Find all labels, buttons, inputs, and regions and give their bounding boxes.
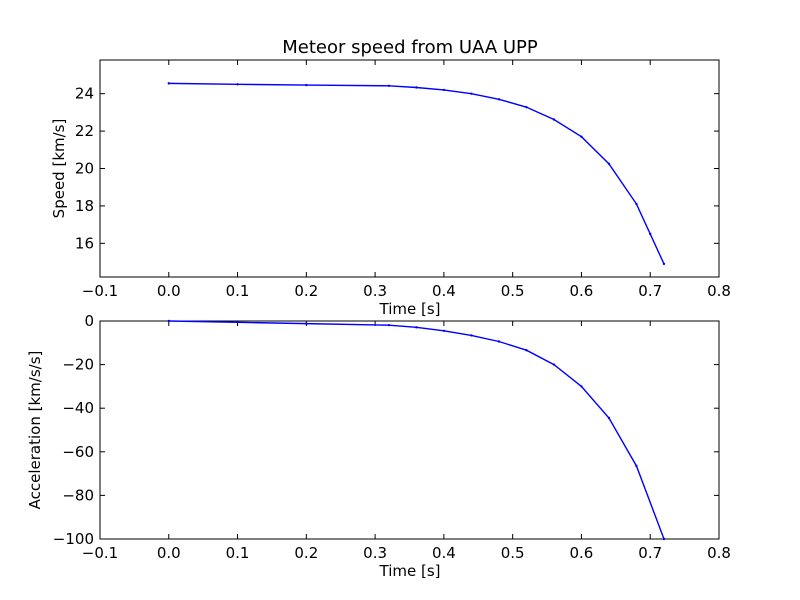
acceleration-x-tick-labels: −0.1 0.0 0.1 0.2 0.3 0.4 0.5 0.6 0.7 0.8 [82, 544, 731, 562]
acceleration-data-point [662, 537, 666, 541]
acceleration-y-tick-label: 0 [84, 312, 94, 330]
speed-x-tick-label: 0.6 [570, 282, 594, 300]
acceleration-data-point [442, 329, 446, 333]
acceleration-data-point [552, 363, 556, 366]
speed-data-point [236, 83, 239, 86]
speed-data-point [387, 84, 391, 88]
acceleration-series-points [167, 319, 666, 541]
acceleration-y-axis-label: Acceleration [km/s/s] [26, 351, 44, 510]
speed-y-tick-label: 20 [75, 160, 94, 178]
acceleration-data-point [497, 340, 501, 343]
acceleration-data-point [305, 322, 308, 325]
speed-x-tick-labels: −0.1 0.0 0.1 0.2 0.3 0.4 0.5 0.6 0.7 0.8 [82, 282, 731, 300]
speed-data-point [552, 118, 556, 121]
speed-x-tick-label: 0.3 [363, 282, 387, 300]
acceleration-x-tick-label: 0.8 [707, 544, 731, 562]
acceleration-data-point [607, 416, 611, 420]
acceleration-subplot: −0.1 0.0 0.1 0.2 0.3 0.4 0.5 0.6 0.7 0.8 −100−80−… [26, 312, 731, 580]
speed-data-point [167, 82, 170, 85]
speed-x-tick-label: 0.5 [501, 282, 525, 300]
speed-x-tick-label: 0.7 [638, 282, 662, 300]
acceleration-x-tick-label: 0.2 [294, 544, 318, 562]
acceleration-data-point [387, 323, 391, 327]
acceleration-data-point [525, 349, 528, 352]
acceleration-x-tick-label: 0.7 [638, 544, 662, 562]
acceleration-x-tick-label: −0.1 [82, 544, 118, 562]
speed-y-axis-label: Speed [km/s] [50, 119, 68, 219]
speed-data-point [497, 98, 501, 101]
speed-data-point [442, 88, 446, 92]
acceleration-plot-area [99, 320, 720, 540]
acceleration-data-point [167, 319, 170, 323]
acceleration-x-tick-label: 0.5 [501, 544, 525, 562]
speed-data-point [607, 162, 611, 166]
speed-y-tick-labels: 16 18 20 22 24 [75, 85, 94, 253]
speed-data-point [649, 232, 652, 236]
speed-y-tick-label: 22 [75, 122, 94, 140]
speed-data-point [525, 105, 528, 109]
acceleration-y-tick-label: −40 [62, 399, 94, 417]
speed-data-point [580, 135, 583, 138]
speed-data-point [415, 86, 418, 89]
acceleration-ticks [99, 320, 720, 540]
acceleration-data-point [635, 464, 638, 468]
acceleration-y-tick-label: −20 [62, 356, 94, 374]
speed-x-tick-label: 0.8 [707, 282, 731, 300]
speed-y-tick-label: 18 [75, 197, 94, 215]
speed-data-point [305, 83, 308, 87]
speed-x-tick-label: −0.1 [82, 282, 118, 300]
speed-plot-area [99, 59, 720, 278]
speed-data-point [635, 202, 638, 206]
acceleration-y-tick-label: −80 [62, 486, 94, 504]
speed-y-tick-label: 24 [75, 85, 94, 103]
acceleration-data-point [580, 385, 583, 388]
speed-x-tick-label: 0.0 [157, 282, 181, 300]
speed-x-tick-label: 0.4 [432, 282, 456, 300]
acceleration-x-tick-label: 0.6 [570, 544, 594, 562]
speed-ticks [99, 60, 720, 277]
speed-x-tick-label: 0.1 [226, 282, 250, 300]
acceleration-y-tick-label: −100 [53, 530, 94, 548]
acceleration-series-line [168, 320, 665, 540]
speed-subplot: Meteor speed from UAA UPP −0.1 0.0 0.1 0.2 0… [50, 37, 731, 318]
acceleration-data-point [236, 321, 239, 324]
speed-x-tick-label: 0.2 [294, 282, 318, 300]
acceleration-data-point [470, 334, 473, 337]
speed-data-point [662, 262, 666, 266]
speed-x-axis-label: Time [s] [379, 300, 441, 318]
acceleration-x-tick-label: 0.1 [226, 544, 250, 562]
acceleration-x-tick-label: 0.3 [363, 544, 387, 562]
speed-y-tick-label: 16 [75, 234, 94, 252]
speed-series-points [167, 82, 666, 266]
acceleration-x-tick-label: 0.0 [157, 544, 181, 562]
acceleration-y-tick-label: −60 [62, 443, 94, 461]
acceleration-y-tick-labels: −100 −80 −60 −40 −20 0 [53, 312, 94, 548]
acceleration-data-point [415, 326, 418, 329]
chart-title: Meteor speed from UAA UPP [282, 37, 538, 58]
speed-data-point [470, 92, 473, 95]
acceleration-x-axis-label: Time [s] [379, 562, 441, 580]
acceleration-x-tick-label: 0.4 [432, 544, 456, 562]
